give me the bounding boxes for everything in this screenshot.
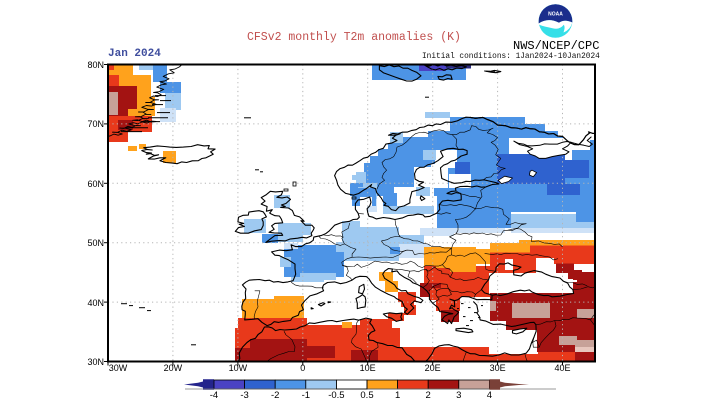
svg-text:NOAA: NOAA <box>548 12 563 18</box>
